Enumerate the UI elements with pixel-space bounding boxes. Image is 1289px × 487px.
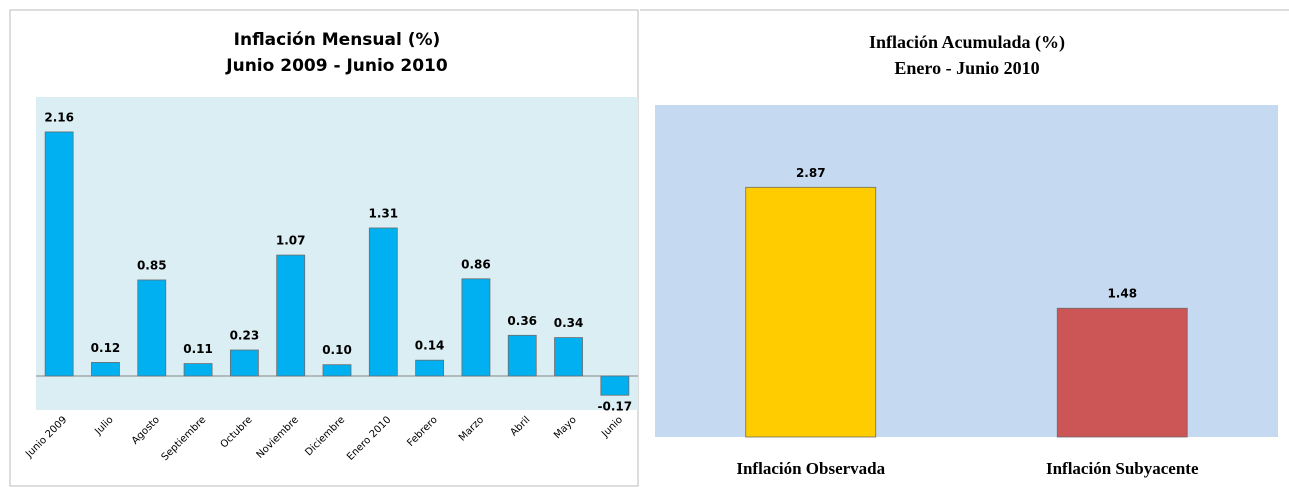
value-label: 0.86	[461, 257, 491, 271]
x-tick-label: Marzo	[457, 414, 486, 443]
chart-title: Inflación Acumulada (%)	[869, 32, 1065, 53]
bar	[415, 359, 445, 377]
value-label: 0.36	[507, 314, 537, 328]
x-tick-label: Septiembre	[160, 414, 209, 463]
bar	[368, 227, 398, 377]
bar	[461, 278, 491, 377]
x-tick-label: Inflación Subyacente	[1046, 459, 1199, 478]
bar	[44, 131, 74, 377]
bar	[600, 375, 630, 396]
x-tick-label: Diciembre	[303, 414, 347, 458]
value-label: 1.31	[369, 206, 399, 220]
chart-subtitle: Enero - Junio 2010	[894, 58, 1039, 78]
value-label: 0.12	[91, 341, 121, 355]
value-label: 0.10	[322, 343, 352, 357]
bar	[554, 337, 583, 377]
x-tick-label: Agosto	[130, 414, 162, 446]
value-label: 0.14	[415, 339, 445, 353]
x-tick-label: Julio	[92, 414, 115, 437]
bar	[137, 279, 167, 377]
bar	[229, 349, 259, 377]
x-tick-label: Inflación Observada	[736, 459, 885, 478]
value-label: 2.87	[796, 166, 826, 180]
bar	[183, 363, 213, 377]
x-tick-label: Enero 2010	[345, 414, 393, 462]
x-tick-label: Abril	[509, 414, 533, 438]
bar	[276, 254, 306, 377]
value-label: -0.17	[598, 400, 633, 414]
chart-title: Inflación Mensual (%)	[234, 30, 441, 50]
x-tick-label: Junio 2009	[23, 414, 69, 460]
value-label: 0.85	[137, 258, 167, 272]
bar	[507, 334, 537, 377]
plot-area	[36, 97, 638, 410]
value-label: 2.16	[44, 110, 74, 124]
value-label: 0.34	[554, 316, 584, 330]
bar	[91, 362, 120, 377]
chart-subtitle: Junio 2009 - Junio 2010	[225, 56, 448, 76]
x-tick-label: Noviembre	[255, 414, 301, 460]
value-label: 1.07	[276, 234, 306, 248]
bar	[745, 186, 877, 438]
x-tick-label: Junio	[599, 414, 625, 440]
bar	[322, 364, 352, 377]
value-label: 0.11	[183, 342, 213, 356]
value-label: 1.48	[1107, 287, 1137, 301]
x-tick-label: Febrero	[405, 414, 439, 448]
bar	[1056, 307, 1188, 438]
x-tick-label: Octubre	[219, 414, 255, 450]
value-label: 0.23	[230, 329, 260, 343]
x-tick-label: Mayo	[552, 414, 579, 441]
